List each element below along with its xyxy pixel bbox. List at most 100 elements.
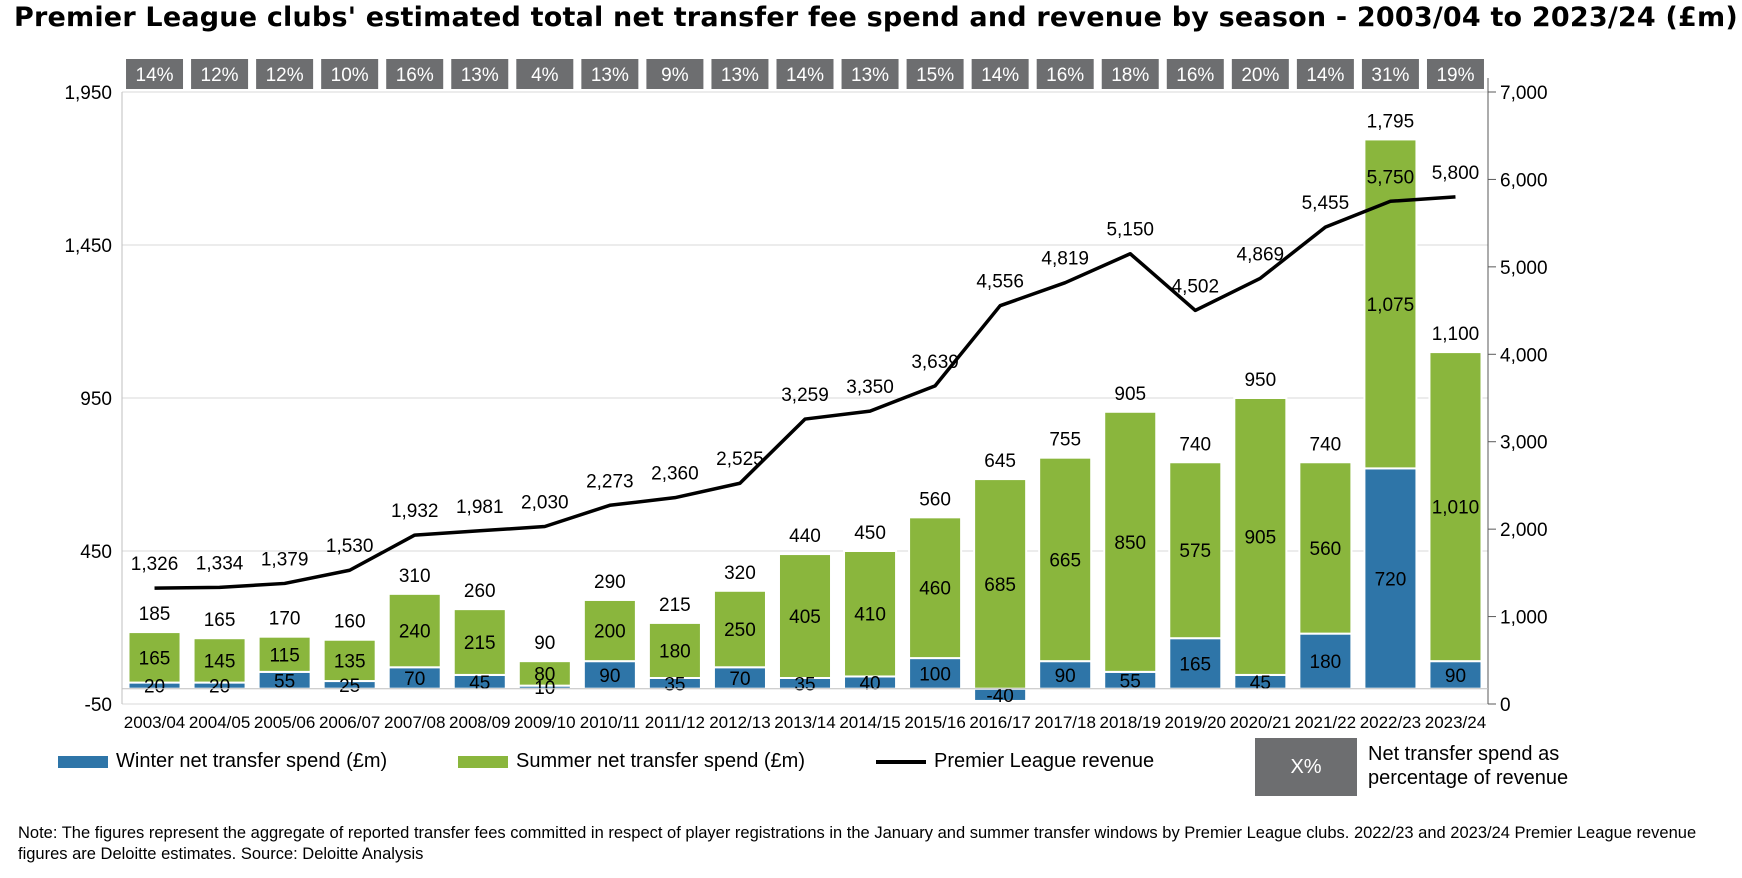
revenue-value-label: 1,932 [391, 501, 439, 522]
summer-bar [973, 478, 1028, 690]
percent-box [776, 59, 834, 89]
legend-revenue: Premier League revenue [876, 750, 1154, 773]
legend-revenue-label: Premier League revenue [934, 750, 1155, 772]
x-tick-label: 2017/18 [1034, 713, 1095, 732]
summer-bar [908, 516, 963, 660]
x-tick-label: 2015/16 [904, 713, 965, 732]
left-tick-label: 950 [80, 389, 112, 410]
right-tick-label: 6,000 [1500, 170, 1548, 191]
legend-winter-swatch [58, 755, 108, 768]
percent-box [1426, 59, 1484, 89]
percent-boxes: 14% 12% 12% 10% 16% 13% 4% 13% 9% 13% 14% 13% 15% 14%… [126, 59, 1484, 89]
x-tick-label: 2007/08 [384, 713, 445, 732]
total-value-label: 755 [1049, 430, 1081, 451]
summer-value-label: 1,010 [1432, 498, 1480, 519]
revenue-value-label: 4,556 [976, 272, 1024, 293]
x-tick-label: 2010/11 [580, 713, 640, 732]
percent-box-label: 13% [461, 65, 499, 86]
total-value-label: 320 [724, 563, 756, 584]
percent-box-label: 9% [661, 65, 689, 86]
winter-value-label: 165 [1179, 654, 1211, 675]
total-value-label: 950 [1244, 370, 1276, 391]
summer-bar [1428, 351, 1483, 663]
total-value-label: 170 [269, 609, 301, 630]
winter-value-label: 55 [1120, 671, 1141, 692]
percent-box-label: 12% [266, 65, 304, 86]
total-value-label: 440 [789, 526, 821, 547]
percent-box-label: 16% [1046, 65, 1084, 86]
revenue-value-label: 3,350 [846, 377, 894, 398]
percent-box [451, 59, 509, 89]
revenue-value-label: 1,530 [326, 536, 374, 557]
legend-winter-label: Winter net transfer spend (£m) [116, 750, 388, 772]
summer-bar [777, 553, 833, 679]
revenue-line [154, 195, 1456, 590]
total-value-label: 260 [464, 581, 496, 602]
percent-box [386, 59, 444, 89]
percent-box-label: 4% [531, 65, 559, 86]
summer-bar [647, 621, 702, 679]
revenue-value-label: 5,455 [1302, 193, 1350, 214]
winter-value-label: 45 [1250, 673, 1271, 694]
summer-value-label: 135 [334, 651, 366, 672]
total-value-label: 185 [139, 604, 171, 625]
summer-bar [1233, 397, 1288, 676]
percent-box [1231, 59, 1289, 89]
x-tick-label: 2018/19 [1100, 713, 1161, 732]
x-tick-label: 2020/21 [1230, 713, 1291, 732]
right-tick-label: 0 [1500, 695, 1511, 716]
summer-bar [1298, 461, 1353, 635]
percent-box-label: 14% [136, 65, 174, 86]
chart-area: 20 165 185 20 145 165 55 115 170 25 135 160 70 240 310… [64, 59, 1548, 732]
summer-value-label: 115 [269, 645, 299, 666]
revenue-value-label: 1,334 [196, 553, 244, 574]
winter-value-label: 180 [1310, 652, 1342, 673]
winter-value-label: 35 [794, 674, 815, 695]
x-tick-label: 2014/15 [839, 713, 900, 732]
summer-value-label: 80 [534, 664, 555, 685]
winter-value-label: 20 [144, 677, 165, 698]
x-tick-label: 2016/17 [969, 713, 1030, 732]
left-tick-label: 1,450 [64, 236, 112, 257]
right-tick-label: 2,000 [1500, 520, 1548, 541]
winter-bar [1298, 632, 1353, 690]
x-tick-label: 2008/09 [449, 713, 510, 732]
winter-value-label: 90 [1445, 666, 1466, 687]
total-value-label: 1,100 [1432, 324, 1480, 345]
x-tick-label: 2022/23 [1360, 713, 1421, 732]
right-tick-label: 4,000 [1500, 345, 1548, 366]
summer-value-label: 215 [464, 633, 496, 654]
percent-box [126, 59, 184, 89]
legend-pct-box: X% [1255, 738, 1357, 796]
summer-bar [192, 637, 247, 684]
percent-box [256, 59, 314, 89]
revenue-value-label: 5,150 [1106, 220, 1154, 241]
winter-value-label: 55 [274, 671, 295, 692]
chart-title: Premier League clubs' estimated total ne… [14, 2, 1738, 33]
percent-box-label: 13% [591, 65, 629, 86]
x-tick-label: 2011/12 [645, 713, 705, 732]
total-value-label: 450 [854, 523, 886, 544]
total-value-label: 310 [399, 566, 431, 587]
total-value-label: 90 [534, 633, 555, 654]
percent-box [321, 59, 379, 89]
percent-box-label: 20% [1241, 65, 1279, 86]
summer-bar [387, 592, 442, 669]
x-tick-label: 2009/10 [514, 713, 575, 732]
revenue-value-label: 1,981 [456, 497, 504, 518]
revenue-value-label: 4,869 [1237, 244, 1285, 265]
percent-box [1361, 59, 1419, 89]
winter-value-label: 40 [859, 674, 880, 695]
legend-revenue-swatch [876, 759, 926, 764]
footnote: Note: The figures represent the aggregat… [18, 824, 1697, 863]
summer-value-label: 1,075 [1367, 295, 1415, 316]
legend-summer: Summer net transfer spend (£m) [458, 750, 805, 773]
percent-box-label: 13% [851, 65, 889, 86]
axes: 1,9501,450950450-507,0006,0005,0004,0003… [64, 78, 1548, 732]
winter-value-label: 100 [919, 664, 951, 685]
right-tick-label: 5,000 [1500, 258, 1548, 279]
winter-value-label: 35 [664, 674, 685, 695]
percent-box [646, 59, 704, 89]
summer-value-label: 665 [1049, 550, 1081, 571]
summer-bar [127, 631, 182, 684]
